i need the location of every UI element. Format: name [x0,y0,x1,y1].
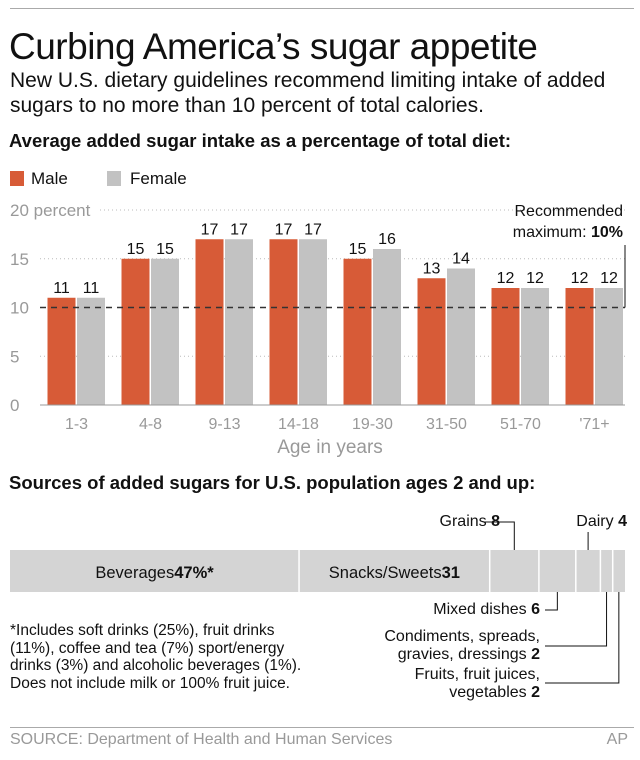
bar-male [565,288,594,405]
bar-female [151,258,179,405]
data-label: 15 [156,241,174,258]
y-tick-label: 20 percent [10,201,91,220]
y-tick-label: 10 [10,299,29,318]
data-label: 15 [349,241,367,258]
x-tick-label: 19-30 [352,416,393,433]
bar-female [299,239,327,405]
callout-label: gravies, dressings [397,646,527,663]
callout-label: Dairy [576,513,614,530]
legend-swatch-male [10,171,24,186]
recommended-label-line2: maximum: 10% [513,224,623,241]
callout-value: 2 [531,684,540,701]
x-tick-label: 9-13 [208,416,240,433]
bar-male [47,297,76,405]
bottom-rule [10,727,634,728]
callout-mixed-dishes: Mixed dishes 6 [433,601,540,619]
x-tick-label: 1-3 [65,416,88,433]
callout-label: Fruits, fruit juices, [414,666,540,683]
segment-beverages [10,550,300,592]
callout-value: 8 [491,513,500,530]
x-axis-title: Age in years [277,437,383,458]
bar-male [121,258,150,405]
credit: AP [606,731,628,748]
data-label: 17 [230,221,248,238]
segment-fruits [612,550,625,592]
bar-male [195,239,224,405]
bar-female [521,288,549,405]
bar-male [343,258,372,405]
callout-label: Mixed dishes [433,601,527,618]
x-tick-label: 4-8 [139,416,162,433]
segment-label-value: 47%* [174,564,214,582]
callout-value: 4 [618,513,627,530]
legend-label-female: Female [130,169,187,188]
callout-condiments: Condiments, spreads, gravies, dressings 2 [384,628,540,664]
callout-value: 2 [531,646,540,663]
bar-female [225,239,253,405]
data-label: 12 [571,270,589,287]
callout-leader [545,592,620,684]
data-label: 11 [53,280,70,297]
recommended-label-line1: Recommended [515,203,624,220]
footnote: *Includes soft drinks (25%), fruit drink… [10,622,302,692]
source: SOURCE: Department of Health and Human S… [10,731,393,748]
segment-label-text: Beverages [95,564,174,582]
callout-leader [545,592,608,647]
segment-grains [489,550,539,592]
bar-female [373,249,401,405]
callout-leader [484,521,515,550]
x-tick-label: 14-18 [278,416,319,433]
callout-label: Condiments, spreads, [384,628,540,645]
callout-label: vegetables [449,684,527,701]
bar-male [269,239,298,405]
y-tick-label: 0 [10,396,19,415]
data-label: 13 [423,260,441,277]
sources-title: Sources of added sugars for U.S. populat… [9,472,536,493]
callout-leader [545,592,558,611]
bar-female [447,268,475,405]
bar-male [417,278,446,405]
segment-mixed [538,550,576,592]
bar-female [77,297,105,405]
data-label: 17 [304,221,322,238]
segment-label-value: 31 [442,564,460,582]
recommended-label-text: maximum: [513,224,591,241]
callout-grains: Grains 8 [440,513,500,531]
legend-swatch-female [107,171,121,186]
callout-dairy: Dairy 4 [576,513,627,531]
segment-label-text: Snacks/Sweets [329,564,442,582]
bar-female [595,288,623,405]
data-label: 17 [275,221,293,238]
legend-label-male: Male [31,169,68,188]
recommended-label-value: 10% [591,224,623,241]
data-label: 14 [452,251,470,268]
callout-value: 6 [531,601,540,618]
y-tick-label: 5 [10,347,19,366]
data-label: 12 [526,270,544,287]
x-tick-label: 51-70 [500,416,541,433]
bar-male [491,288,520,405]
data-label: 11 [83,280,100,297]
segment-label: Beverages47%* [95,564,214,582]
callout-fruits: Fruits, fruit juices, vegetables 2 [415,666,540,702]
segment-condiments [600,550,613,592]
data-label: 12 [497,270,515,287]
segment-snacks [299,550,490,592]
bar-chart-title: Average added sugar intake as a percenta… [9,130,512,151]
data-label: 12 [600,270,618,287]
x-tick-label: 31-50 [426,416,467,433]
data-label: 17 [201,221,219,238]
data-label: 16 [378,231,396,248]
data-label: 15 [127,241,145,258]
title: Curbing America’s sugar appetite [9,26,538,67]
callout-label: Grains [439,513,487,530]
x-tick-label: '71+ [579,416,609,433]
top-rule [10,8,634,9]
subtitle: New U.S. dietary guidelines recommend li… [10,69,606,117]
segment-dairy [575,550,601,592]
y-tick-label: 15 [10,250,29,269]
segment-label: Snacks/Sweets31 [329,564,460,582]
